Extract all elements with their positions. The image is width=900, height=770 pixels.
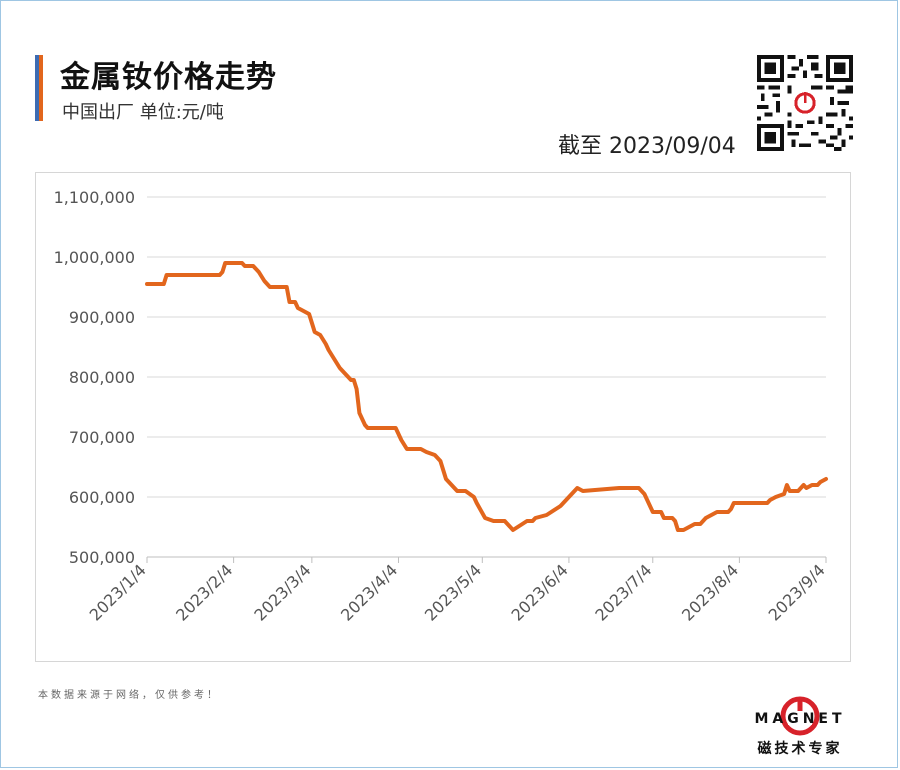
x-tick-label: 2023/7/4 [591,560,655,624]
y-tick-label: 700,000 [69,428,135,447]
x-tick-label: 2023/5/4 [421,560,485,624]
logo-wordmark: MAGNET [754,711,846,727]
x-tick-label: 2023/8/4 [678,560,742,624]
plot-area-frame [35,172,851,662]
qr-code-icon [757,55,853,151]
y-tick-label: 600,000 [69,488,135,507]
x-tick-label: 2023/2/4 [172,560,236,624]
as-of-date: 截至 2023/09/04 [558,134,736,159]
chart-title: 金属钕价格走势 [60,60,277,95]
y-tick-label: 500,000 [69,548,135,567]
y-tick-label: 900,000 [69,308,135,327]
accent-bar-blue [35,55,39,121]
magnet-logo-icon [780,696,820,736]
y-tick-label: 1,100,000 [54,188,135,207]
data-source-note: 本数据来源于网络，仅供参考！ [38,690,220,701]
price-series-line [145,261,828,532]
x-tick-label: 2023/9/4 [765,560,829,624]
x-tick-label: 2023/4/4 [337,560,401,624]
x-tick-label: 2023/1/4 [86,560,150,624]
y-tick-label: 800,000 [69,368,135,387]
accent-bar-orange [39,55,43,121]
logo-chinese-name: 磁技术专家 [757,741,843,757]
title-accent-bar [35,55,43,121]
x-tick-label: 2023/6/4 [508,560,572,624]
x-tick-label: 2023/3/4 [250,560,314,624]
chart-subtitle: 中国出厂 单位:元/吨 [62,102,224,123]
y-tick-label: 1,000,000 [54,248,135,267]
